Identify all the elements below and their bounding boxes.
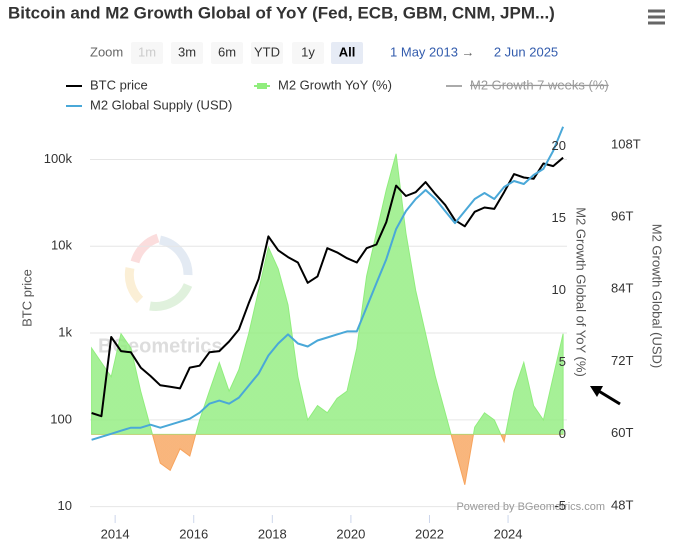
y2-tick-label: 20 — [552, 138, 566, 153]
x-tick-label: 2020 — [336, 526, 365, 541]
range-to[interactable]: 2 Jun 2025 — [494, 44, 558, 59]
legend-symbol[interactable] — [257, 83, 267, 89]
y-tick-label: 100 — [50, 411, 72, 426]
y3-tick-label: 60T — [611, 425, 633, 440]
y-axis-title: BTC price — [19, 269, 34, 327]
range-button — [131, 42, 163, 64]
range-separator: → — [462, 44, 475, 59]
range-button-label[interactable]: 6m — [218, 44, 236, 59]
y2-tick-label: -5 — [554, 498, 566, 513]
chart-title: Bitcoin and M2 Growth Global of YoY (Fed… — [8, 3, 555, 22]
y-tick-label: 1k — [58, 324, 72, 339]
range-button[interactable] — [251, 42, 283, 64]
legend-item[interactable]: M2 Global Supply (USD) — [90, 97, 232, 112]
range-button[interactable] — [331, 42, 363, 64]
y2-tick-label: 0 — [559, 426, 566, 441]
y2-axis-title: M2 Growth Global of YoY (%) — [574, 207, 589, 377]
x-tick-label: 2022 — [415, 526, 444, 541]
annotation-arrow — [590, 386, 621, 406]
y-tick-label: 100k — [44, 151, 73, 166]
range-from[interactable]: 1 May 2013 — [390, 44, 458, 59]
menu-button[interactable] — [644, 4, 670, 30]
range-button[interactable] — [211, 42, 243, 64]
range-button-label[interactable]: 3m — [178, 44, 196, 59]
y3-axis-title: M2 Growth Global (USD) — [650, 224, 665, 368]
y2-tick-label: 5 — [559, 354, 566, 369]
x-tick-label: 2018 — [258, 526, 287, 541]
range-button-label[interactable]: 1y — [301, 44, 315, 59]
line-series — [91, 126, 565, 441]
range-button[interactable] — [171, 42, 203, 64]
watermark-logo — [124, 233, 193, 311]
line-series — [91, 156, 564, 418]
y3-tick-label: 48T — [611, 497, 633, 512]
y-tick-label: 10 — [58, 498, 72, 513]
credits[interactable]: Powered by BGeometrics.com — [456, 501, 605, 513]
legend-item[interactable]: BTC price — [90, 77, 148, 92]
area-series — [91, 153, 564, 485]
y3-tick-label: 84T — [611, 281, 633, 296]
range-button-label[interactable]: All — [339, 44, 356, 59]
y3-tick-label: 96T — [611, 209, 633, 224]
legend-item[interactable]: M2 Growth 7 weeks (%) — [470, 77, 609, 92]
range-button-label: 1m — [138, 44, 156, 59]
zoom-label: Zoom — [90, 44, 123, 59]
range-button-label[interactable]: YTD — [254, 44, 280, 59]
legend-item[interactable]: M2 Growth YoY (%) — [278, 77, 392, 92]
x-tick-label: 2014 — [101, 526, 130, 541]
y2-tick-label: 15 — [552, 210, 566, 225]
y3-tick-label: 108T — [611, 136, 641, 151]
x-tick-label: 2024 — [494, 526, 523, 541]
y-tick-label: 10k — [51, 238, 72, 253]
plot-area — [90, 126, 567, 508]
y2-tick-label: 10 — [552, 282, 566, 297]
range-button[interactable] — [292, 42, 324, 64]
y3-tick-label: 72T — [611, 353, 633, 368]
x-tick-label: 2016 — [179, 526, 208, 541]
